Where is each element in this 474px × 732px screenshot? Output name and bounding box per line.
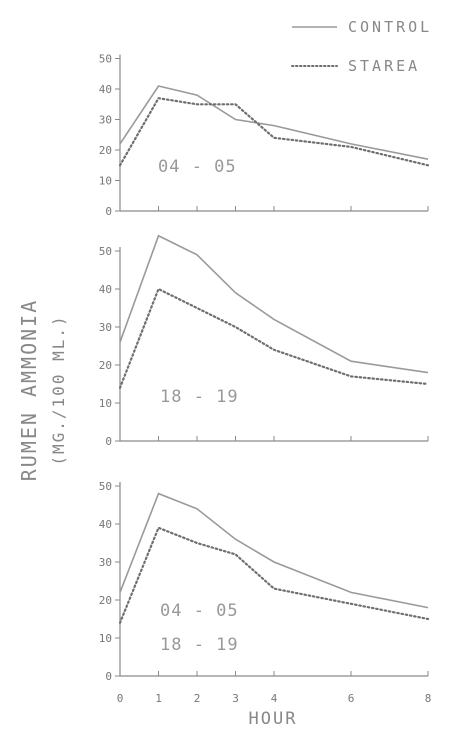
y-axis-unit: (MG./100 ML.) — [49, 314, 68, 465]
x-tick-label: 8 — [425, 692, 432, 705]
y-axis-title-group: RUMEN AMMONIA (MG./100 ML.) — [17, 299, 68, 482]
x-tick-label: 6 — [348, 692, 355, 705]
y-tick-label: 0 — [105, 670, 112, 683]
chart-panel-1: 0 10 20 30 40 50 04 - 05 — [99, 53, 430, 218]
chart-panel-3: 0 10 20 30 40 50 04 - 05 18 - 19 — [99, 480, 430, 683]
series-line-control — [119, 492, 429, 609]
y-tick-label: 30 — [99, 114, 112, 127]
y-tick-label: 10 — [99, 632, 112, 645]
x-axis-title: HOUR — [249, 709, 298, 729]
chart-panel-2: 0 10 20 30 40 50 18 - 19 — [99, 234, 430, 448]
panel-label: 04 - 05 — [160, 601, 239, 621]
y-tick-label: 50 — [99, 480, 112, 493]
y-axis-title: RUMEN AMMONIA — [17, 299, 41, 482]
y-tick-label: 20 — [99, 144, 112, 157]
x-tick-label: 1 — [155, 692, 162, 705]
y-tick-label: 10 — [99, 397, 112, 410]
panel-label: 18 - 19 — [160, 635, 239, 655]
x-tick-label: 2 — [194, 692, 201, 705]
y-tick-label: 40 — [99, 518, 112, 531]
x-tick-label: 3 — [232, 692, 239, 705]
series-line-control — [119, 234, 429, 374]
series-line-starea — [118, 287, 430, 389]
x-axis-tick-labels: 0 1 2 3 4 6 8 — [117, 692, 432, 705]
series-line-starea — [118, 96, 430, 167]
y-tick-label: 20 — [99, 359, 112, 372]
legend: CONTROL STAREA — [291, 18, 432, 75]
y-tick-label: 40 — [99, 283, 112, 296]
panel-label: 18 - 19 — [160, 387, 239, 407]
y-tick-label: 0 — [105, 435, 112, 448]
y-tick-label: 40 — [99, 83, 112, 96]
legend-control-label: CONTROL — [348, 18, 432, 36]
series-line-control — [119, 85, 429, 160]
x-tick-label: 4 — [271, 692, 278, 705]
y-tick-label: 0 — [105, 205, 112, 218]
y-tick-label: 30 — [99, 321, 112, 334]
legend-starea-label: STAREA — [348, 57, 420, 75]
y-tick-label: 30 — [99, 556, 112, 569]
y-tick-label: 50 — [99, 53, 112, 66]
y-tick-label: 50 — [99, 245, 112, 258]
y-tick-label: 10 — [99, 175, 112, 188]
y-tick-label: 20 — [99, 594, 112, 607]
x-tick-label: 0 — [117, 692, 124, 705]
series-line-starea — [118, 526, 430, 624]
panel-label: 04 - 05 — [158, 157, 237, 177]
